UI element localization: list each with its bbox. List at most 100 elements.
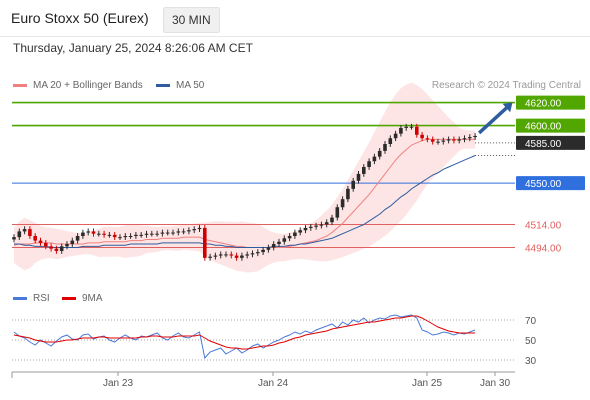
candle xyxy=(75,236,80,241)
time-axis-label-2: Jan 25 xyxy=(412,378,442,389)
legend-rsi-swatch xyxy=(13,297,27,300)
forecast-arrow-head xyxy=(502,102,513,113)
candle xyxy=(165,232,170,234)
candle xyxy=(245,254,249,256)
candle xyxy=(17,231,22,238)
candle xyxy=(59,246,64,251)
legend-ma9-swatch xyxy=(62,297,76,300)
candle xyxy=(415,126,419,135)
candle xyxy=(81,232,85,236)
forecast-arrow-shaft xyxy=(477,105,510,135)
legend-ma50: MA 50 xyxy=(156,80,204,91)
candle xyxy=(473,135,477,138)
legend-ma20-label: MA 20 + Bollinger Bands xyxy=(33,80,143,91)
candle xyxy=(287,236,292,239)
chart-header: Euro Stoxx 50 (Eurex) 30 MIN xyxy=(0,0,590,38)
level-badge-1 xyxy=(516,118,585,133)
candle xyxy=(86,231,90,233)
candle xyxy=(335,207,340,218)
timestamp: Thursday, January 25, 2024 8:26:06 AM CE… xyxy=(13,41,253,55)
candle xyxy=(112,234,117,238)
candle xyxy=(49,246,53,249)
rsi-tick-label-0: 70 xyxy=(525,316,537,327)
candle xyxy=(144,233,149,235)
level-label-4: 4514.00 xyxy=(525,221,562,232)
candle xyxy=(388,138,393,144)
candle xyxy=(54,248,59,251)
level-label-0: 4620.00 xyxy=(525,99,562,110)
candle xyxy=(176,231,181,233)
legend-ma9-label: 9MA xyxy=(82,293,103,304)
timeframe-button[interactable]: 30 MIN xyxy=(163,7,220,33)
candle xyxy=(224,254,228,256)
candle xyxy=(218,254,223,256)
candle xyxy=(208,256,212,258)
candle xyxy=(282,238,287,242)
candle xyxy=(250,253,255,255)
candle xyxy=(266,247,271,250)
candle xyxy=(192,229,196,231)
candle xyxy=(107,234,112,236)
candle xyxy=(134,234,138,236)
level-badge-3 xyxy=(516,176,585,191)
candle xyxy=(462,138,467,140)
candle xyxy=(271,244,276,248)
candle xyxy=(362,167,366,174)
candle xyxy=(38,240,43,243)
time-axis-label-0: Jan 23 xyxy=(103,378,133,389)
candle xyxy=(346,188,350,200)
rsi-ma9-line xyxy=(13,315,476,350)
candle xyxy=(430,139,435,142)
candle xyxy=(65,244,69,247)
legend-ma50-swatch xyxy=(156,84,170,87)
instrument-title: Euro Stoxx 50 (Eurex) xyxy=(11,10,149,26)
level-label-3: 4550.00 xyxy=(525,179,562,190)
ma20-line xyxy=(13,138,476,248)
candle xyxy=(12,237,16,240)
candle xyxy=(33,236,37,241)
candle xyxy=(229,254,234,256)
candle xyxy=(240,255,244,258)
candle xyxy=(155,233,159,235)
candle xyxy=(436,141,440,143)
candle xyxy=(22,229,27,232)
candle xyxy=(441,140,446,142)
candle xyxy=(393,133,398,139)
level-label-1: 4600.00 xyxy=(525,122,562,133)
candle xyxy=(319,224,324,226)
candle xyxy=(187,230,191,232)
candle xyxy=(452,139,456,141)
candle xyxy=(377,150,382,157)
candle xyxy=(293,232,297,236)
candle xyxy=(70,240,75,245)
candle xyxy=(197,227,202,230)
bollinger-band-fill xyxy=(14,82,476,273)
legend-rsi: RSI xyxy=(13,293,50,304)
candle xyxy=(340,199,345,208)
candle xyxy=(44,242,48,247)
candle xyxy=(309,226,313,228)
candle xyxy=(277,241,281,245)
candle xyxy=(139,234,143,236)
time-axis-label-3: Jan 30 xyxy=(480,378,510,389)
legend-rsi-label: RSI xyxy=(33,293,50,304)
legend-ma9: 9MA xyxy=(62,293,103,304)
legend-ma50-label: MA 50 xyxy=(176,80,205,91)
candle xyxy=(468,137,472,139)
candle xyxy=(425,138,430,140)
legend-ma20: MA 20 + Bollinger Bands xyxy=(13,80,143,91)
candle xyxy=(409,126,414,128)
candle xyxy=(367,161,371,167)
candle xyxy=(404,126,408,128)
candle xyxy=(399,127,403,134)
rsi-tick-label-2: 30 xyxy=(525,356,537,367)
candles-group xyxy=(12,123,477,261)
candle xyxy=(314,225,318,227)
candle xyxy=(303,227,308,231)
level-label-5: 4494.00 xyxy=(525,244,562,255)
ma50-line xyxy=(14,155,476,248)
candle xyxy=(128,236,133,237)
candle xyxy=(203,227,207,258)
